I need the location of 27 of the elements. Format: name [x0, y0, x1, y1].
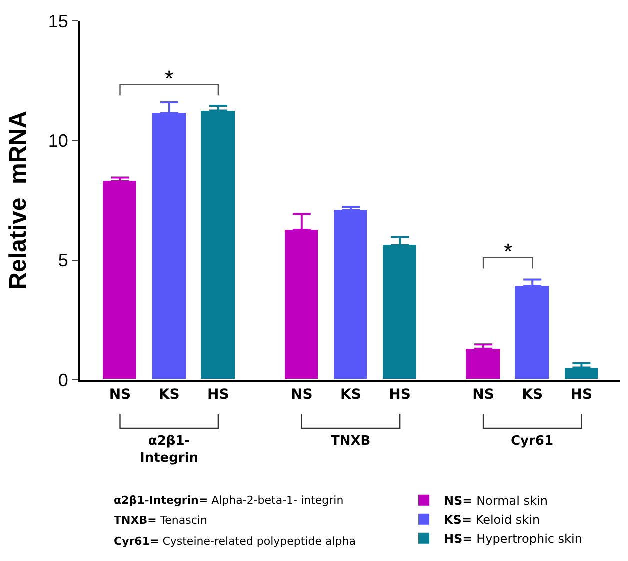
y-tick-label: 5: [58, 250, 68, 271]
text: NS: [472, 386, 494, 403]
text: KS: [340, 386, 362, 403]
legend-label: NS= Normal skin: [444, 494, 548, 508]
text: HS: [208, 386, 230, 403]
text: KS: [522, 386, 544, 403]
legend-label: HS= Hypertrophic skin: [444, 532, 582, 546]
text: NS: [109, 386, 132, 403]
text: HS: [389, 386, 411, 403]
text: Cyr61= Cysteine-related polypeptide alpha: [114, 535, 356, 548]
y-tick-label: 15: [48, 11, 68, 32]
bar: [102, 180, 137, 380]
y-tick-label: 10: [48, 130, 68, 151]
text: NS: [290, 386, 313, 403]
y-axis-title: Relative mRNA: [4, 111, 32, 290]
x-tick-label: TNXB: [331, 434, 371, 449]
x-tick-label: α2β1-Integrin: [140, 434, 199, 466]
text: α2β1-Integrin= Alpha-2-beta-1- integrin: [114, 494, 344, 507]
y-tick-label: 0: [58, 370, 68, 390]
text: HS: [570, 386, 593, 403]
annotation: *: [165, 66, 174, 91]
text: TNXB= Tenascin: [114, 514, 208, 527]
legend-label: KS= Keloid skin: [444, 513, 540, 528]
x-tick-label: Cyr61: [511, 434, 554, 449]
text: KS: [158, 386, 180, 403]
bar: [333, 209, 368, 380]
annotation: *: [504, 239, 513, 264]
